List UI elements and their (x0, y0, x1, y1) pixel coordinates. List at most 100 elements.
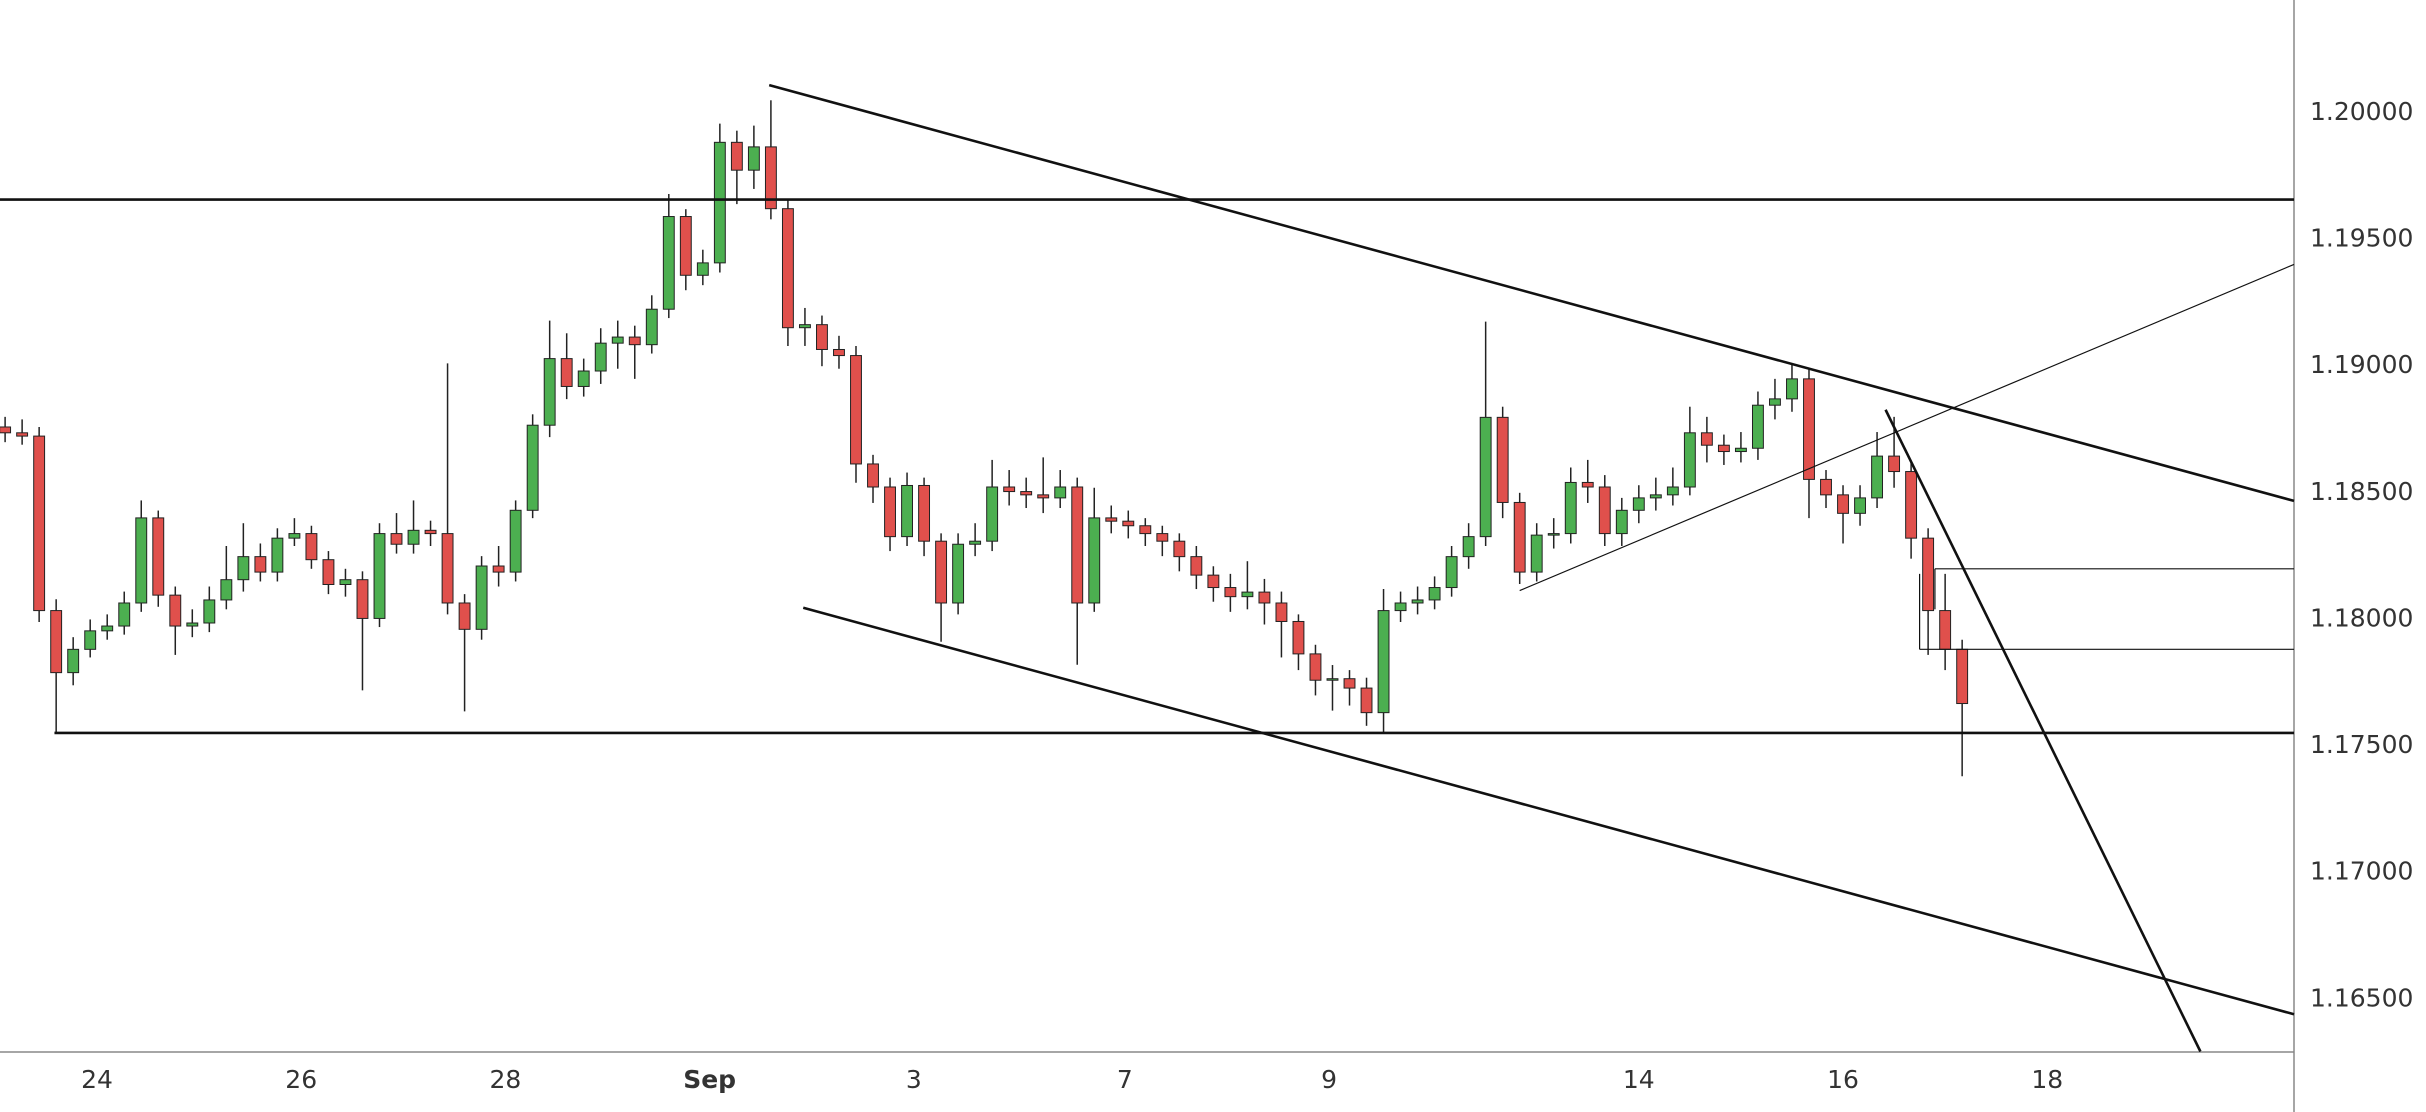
candle-body (1122, 520, 1135, 527)
candle-body (1615, 509, 1628, 535)
candle-body (1888, 455, 1901, 473)
candle-body (16, 432, 29, 437)
candle-body (969, 540, 982, 545)
x-tick-label: 14 (1623, 1065, 1655, 1094)
candle-body (1207, 574, 1220, 589)
candle-body (1734, 447, 1747, 453)
candle-body (1530, 534, 1543, 573)
candle-body (884, 486, 896, 538)
candle-body (1581, 481, 1594, 488)
y-tick-label: 1.19000 (2310, 350, 2413, 379)
candle-body (1394, 602, 1407, 612)
candle-body (1428, 587, 1441, 601)
trend-line (802, 606, 2295, 1016)
candle-body (833, 348, 845, 357)
candle-body (1241, 591, 1254, 598)
candle-body (1803, 378, 1815, 480)
candle-body (1547, 533, 1560, 536)
candle-body (867, 463, 879, 488)
candle-body (696, 262, 709, 276)
candle-body (781, 208, 794, 329)
candle-body (1343, 678, 1356, 689)
candle-body (1564, 481, 1577, 535)
candle-body (1632, 497, 1645, 511)
x-tick-label: Sep (683, 1065, 736, 1094)
candle-body (594, 342, 607, 372)
y-tick-label: 1.19500 (2310, 224, 2413, 253)
x-tick-label: 24 (81, 1065, 113, 1094)
candle-body (237, 556, 250, 581)
candle-body (1905, 471, 1918, 539)
candle-body (1769, 398, 1781, 406)
candle-body (407, 529, 420, 545)
candle-body (305, 533, 318, 561)
candle-body (373, 533, 386, 619)
candle-body (901, 484, 913, 538)
x-tick-label: 9 (1321, 1065, 1337, 1094)
candle-body (220, 579, 233, 601)
candle-body (322, 559, 335, 586)
candle-body (339, 579, 352, 586)
candle-body (611, 336, 624, 344)
candle-body (645, 308, 658, 346)
candle-body (288, 533, 301, 539)
x-tick-label: 18 (2031, 1065, 2063, 1094)
candle-body (1411, 599, 1424, 604)
candle-body (254, 556, 267, 573)
candle-body (1700, 432, 1713, 446)
trend-line (1519, 263, 2295, 592)
candle-body (0, 426, 12, 434)
candle-body (152, 517, 165, 596)
candle-body (1020, 491, 1033, 496)
trend-line (1884, 409, 2202, 1053)
candle-body (1258, 591, 1271, 604)
candle-body (1837, 494, 1849, 514)
candle-body (1479, 416, 1492, 538)
candle-body (50, 610, 63, 674)
candle-body (475, 565, 488, 630)
candle-body (1139, 525, 1152, 535)
candle-body (1105, 517, 1118, 522)
candle-body (203, 599, 216, 624)
x-tick-label: 16 (1827, 1065, 1859, 1094)
candle-body (526, 424, 539, 511)
y-tick-label: 1.17000 (2310, 857, 2413, 886)
candle-body (952, 543, 965, 604)
candle-body (577, 370, 590, 387)
candle-body (118, 602, 131, 627)
candle-body (33, 435, 46, 612)
candle-body (662, 216, 675, 310)
candle-body (1922, 537, 1935, 612)
candle-body (798, 324, 811, 329)
candle-body (1820, 478, 1832, 496)
candle-body (390, 533, 403, 545)
y-tick-label: 1.20000 (2310, 97, 2413, 126)
candle-body (1360, 687, 1373, 714)
x-tick-label: 3 (906, 1065, 922, 1094)
candle-body (356, 579, 369, 619)
candle-body (1088, 517, 1101, 604)
candle-body (1462, 536, 1475, 558)
candle-body (543, 358, 556, 426)
candle-body (186, 622, 199, 627)
candle-body (1496, 416, 1509, 503)
candle-body (713, 141, 726, 264)
candle-body (67, 648, 80, 674)
x-tick-label: 28 (490, 1065, 522, 1094)
candle-body (816, 324, 828, 350)
candle-body (509, 509, 522, 573)
x-tick-label: 26 (285, 1065, 317, 1094)
candle-body (84, 630, 97, 650)
candle-body (1786, 378, 1798, 400)
candle-body (560, 358, 573, 387)
candle-body (1666, 486, 1679, 496)
candle-body (1956, 648, 1969, 705)
candle-body (1173, 540, 1186, 558)
candle-body (1037, 494, 1050, 499)
y-tick-label: 1.17500 (2310, 730, 2413, 759)
x-tick-label: 7 (1117, 1065, 1133, 1094)
candle-body (1871, 455, 1884, 499)
y-tick-label: 1.16500 (2310, 983, 2413, 1012)
candle-body (458, 602, 471, 630)
